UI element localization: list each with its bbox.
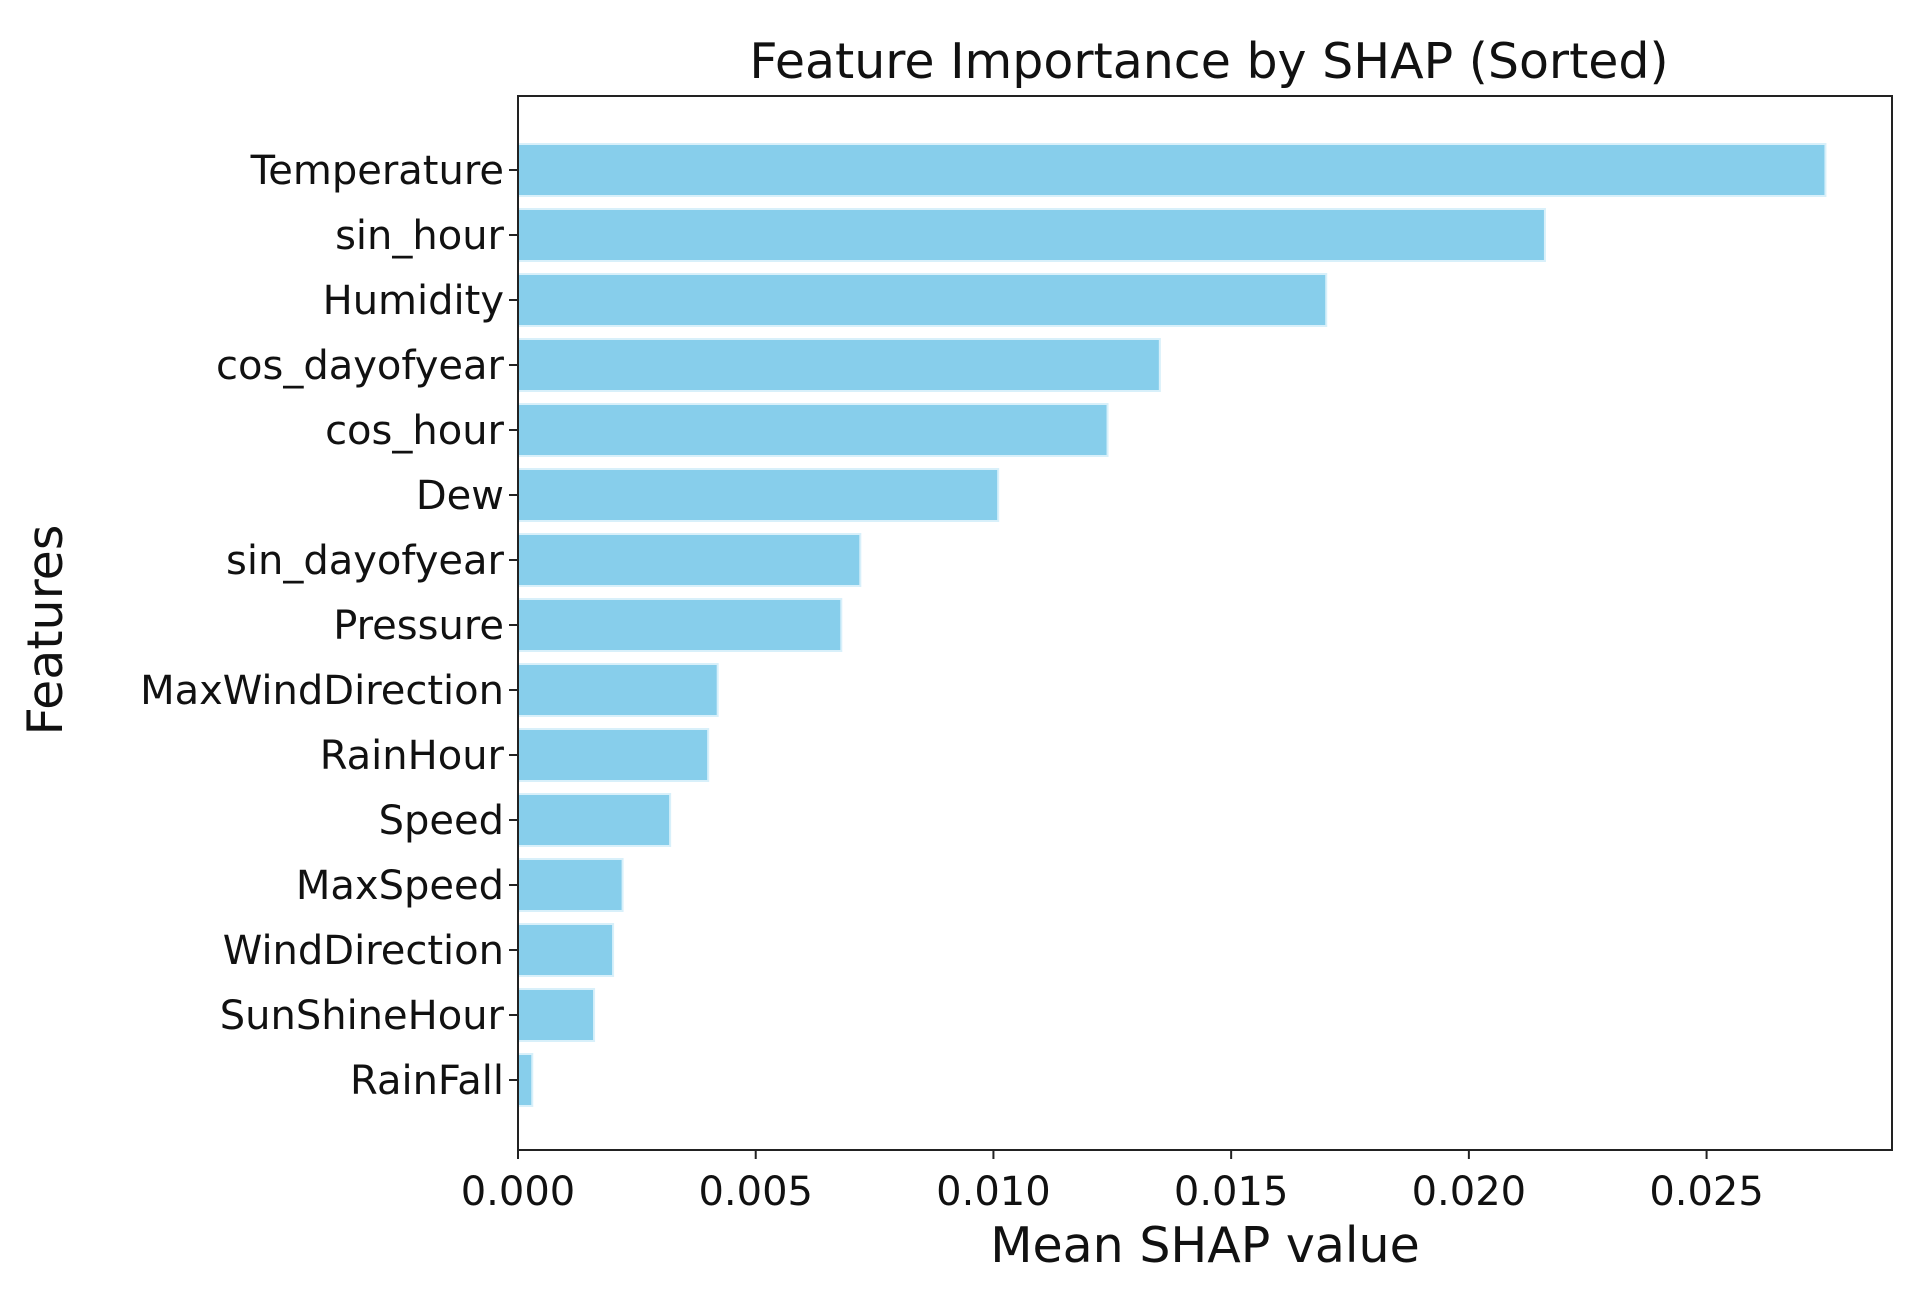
bar-maxwinddirection <box>517 663 719 717</box>
bar-dew <box>517 468 1000 522</box>
bars-layer <box>517 143 1827 1107</box>
x-tick-label-5: 0.025 <box>1649 1169 1764 1215</box>
bar-cos-dayofyear <box>517 338 1161 392</box>
bar-cos-hour <box>517 403 1109 457</box>
plot-frame <box>517 95 1893 1151</box>
x-axis-label: Mean SHAP value <box>990 1217 1420 1274</box>
bar-maxspeed <box>517 858 624 912</box>
bar-pressure <box>517 598 843 652</box>
x-tick-label-2: 0.010 <box>936 1169 1051 1215</box>
y-tick-label-cos-dayofyear: cos_dayofyear <box>216 343 505 389</box>
y-tick-label-sin-dayofyear: sin_dayofyear <box>226 538 505 584</box>
x-tick-label-0: 0.000 <box>461 1169 576 1215</box>
x-tick-label-3: 0.015 <box>1174 1169 1289 1215</box>
y-tick-label-sunshinehour: SunShineHour <box>220 993 505 1039</box>
bar-speed <box>517 793 672 847</box>
y-tick-label-speed: Speed <box>379 798 504 844</box>
x-axis-ticks: 0.000 0.005 0.010 0.015 0.020 0.025 <box>461 1150 1764 1215</box>
bar-temperature <box>517 143 1827 197</box>
bar-rainhour <box>517 728 710 782</box>
y-tick-label-maxwinddirection: MaxWindDirection <box>140 668 504 714</box>
bar-winddirection <box>517 923 615 977</box>
y-tick-label-humidity: Humidity <box>323 278 504 324</box>
bar-humidity <box>517 273 1328 327</box>
y-axis-label: Features <box>17 525 74 736</box>
y-tick-label-temperature: Temperature <box>250 148 504 194</box>
bar-sin-dayofyear <box>517 533 862 587</box>
y-tick-label-winddirection: WindDirection <box>223 928 504 974</box>
x-tick-label-1: 0.005 <box>698 1169 813 1215</box>
y-tick-label-rainfall: RainFall <box>350 1058 504 1104</box>
bar-sin-hour <box>517 208 1546 262</box>
y-tick-label-dew: Dew <box>416 473 504 519</box>
y-axis-ticks: Temperature sin_hour Humidity cos_dayofyear… <box>140 148 518 1104</box>
bar-rainfall <box>517 1053 534 1107</box>
x-tick-label-4: 0.020 <box>1412 1169 1527 1215</box>
y-tick-label-maxspeed: MaxSpeed <box>296 863 504 909</box>
y-tick-label-rainhour: RainHour <box>320 733 505 779</box>
y-tick-label-pressure: Pressure <box>333 603 504 649</box>
chart-title: Feature Importance by SHAP (Sorted) <box>749 33 1668 90</box>
y-tick-label-sin-hour: sin_hour <box>335 213 504 259</box>
bar-sunshinehour <box>517 988 596 1042</box>
y-tick-label-cos-hour: cos_hour <box>325 408 504 454</box>
